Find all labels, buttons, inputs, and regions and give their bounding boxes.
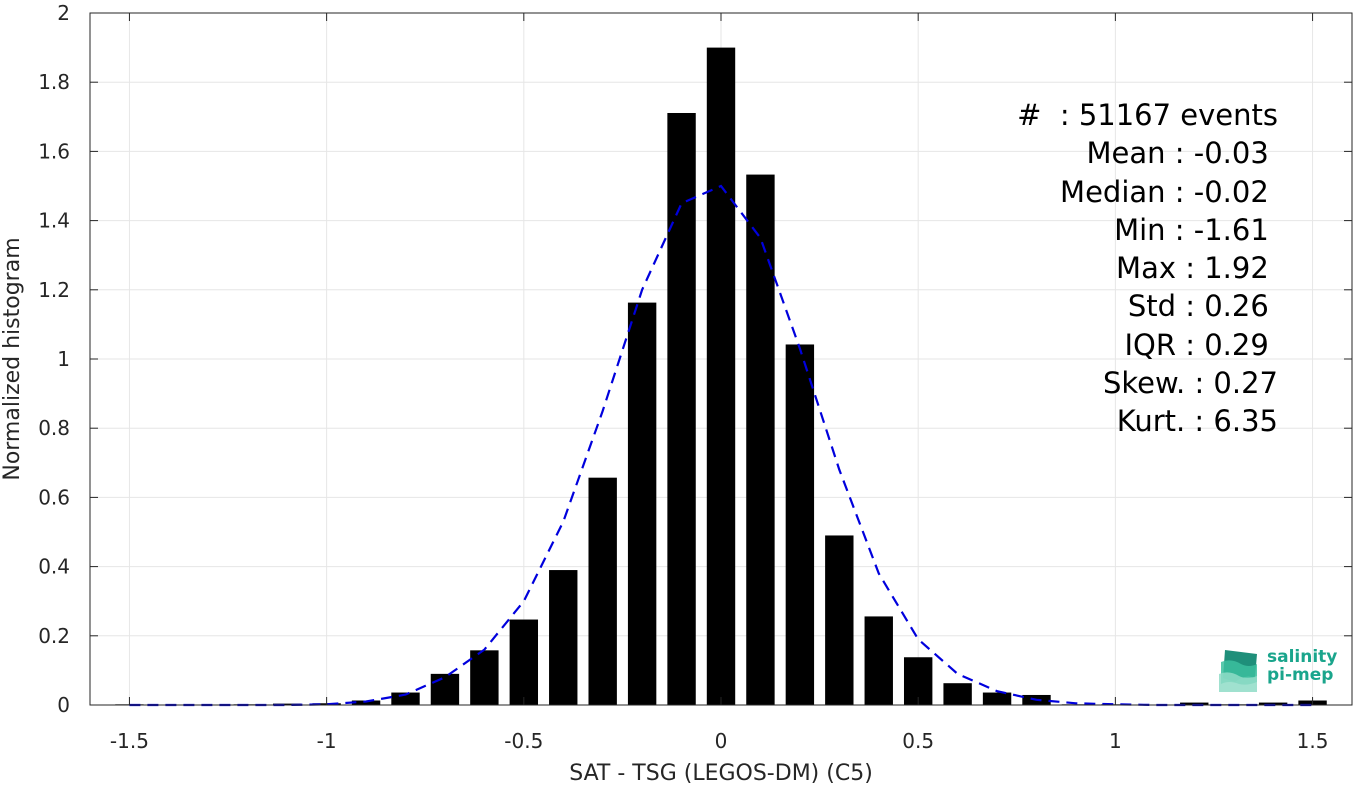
logo-text-salinity: salinity [1267,647,1338,667]
y-tick-label: 1.2 [38,278,70,302]
histogram-bar [351,700,381,705]
histogram-bar [1180,702,1209,705]
histogram-bar [706,47,736,706]
salinity-pi-mep-logo: salinity pi-mep [1217,648,1347,694]
x-axis-label: SAT - TSG (LEGOS-DM) (C5) [569,761,873,785]
stat-kurt: Kurt. : 6.35 [1116,404,1278,439]
histogram-bar [864,616,893,705]
y-tick-label: 1.6 [38,139,70,163]
histogram-bar [1258,702,1288,705]
logo-icon [1219,650,1257,692]
y-tick-label: 1.4 [38,209,70,233]
stat-std: Std : 0.26 [1127,289,1278,324]
histogram-bar [509,619,539,705]
histogram-bar [943,683,972,705]
y-tick-label: 0.4 [38,555,70,579]
histogram-bar [470,650,499,705]
histogram-bar [746,174,775,705]
histogram-bars [115,47,1327,706]
histogram-bar [272,703,302,705]
histogram-bar [430,673,460,705]
y-tick-label: 0.8 [38,416,70,440]
x-tick-label: -1 [317,729,337,753]
histogram-bar [549,570,578,705]
stat-iqr: IQR : 0.29 [1124,327,1278,362]
x-tick-label: 0.5 [902,729,934,753]
stat-mean: Mean : -0.03 [1086,136,1278,171]
y-tick-label: 2 [57,1,70,25]
y-tick-label: 1 [57,347,70,371]
x-tick-label: -0.5 [504,729,543,753]
y-axis-label: Normalized histogram [0,237,25,480]
histogram-bar [982,692,1012,705]
histogram-bar [588,477,617,705]
statistics-box: # : 51167 events Mean : -0.03 Median : -… [1017,96,1278,441]
y-tick-label: 0.2 [38,624,70,648]
y-tick-label: 1.8 [38,70,70,94]
histogram-bar [391,692,420,705]
histogram-bar [667,112,696,705]
stat-skew: Skew. : 0.27 [1102,366,1278,401]
fit-curve [129,184,1313,707]
stat-min: Min : -1.61 [1114,212,1278,247]
x-tick-label: 1 [1109,729,1122,753]
x-tick-label: 1.5 [1297,729,1329,753]
x-tick-label: 0 [715,729,728,753]
y-tick-label: 0 [57,693,70,717]
y-tick-label: 0.6 [38,485,70,509]
histogram-bar [785,344,815,705]
histogram-bar [627,302,657,705]
stat-max: Max : 1.92 [1116,251,1278,286]
stat-median: Median : -0.02 [1060,174,1278,209]
histogram-bar [825,535,854,705]
stat-count: # : 51167 events [1017,98,1278,132]
x-tick-label: -1.5 [110,729,149,753]
x-axis-ticks: -1.5 -1 -0.5 0 0.5 1 1.5 [110,13,1329,753]
y-axis-ticks: 0 0.2 0.4 0.6 0.8 1 1.2 1.4 1.6 1.8 2 [38,1,1352,717]
logo-text-pi-mep: pi-mep [1267,665,1334,685]
